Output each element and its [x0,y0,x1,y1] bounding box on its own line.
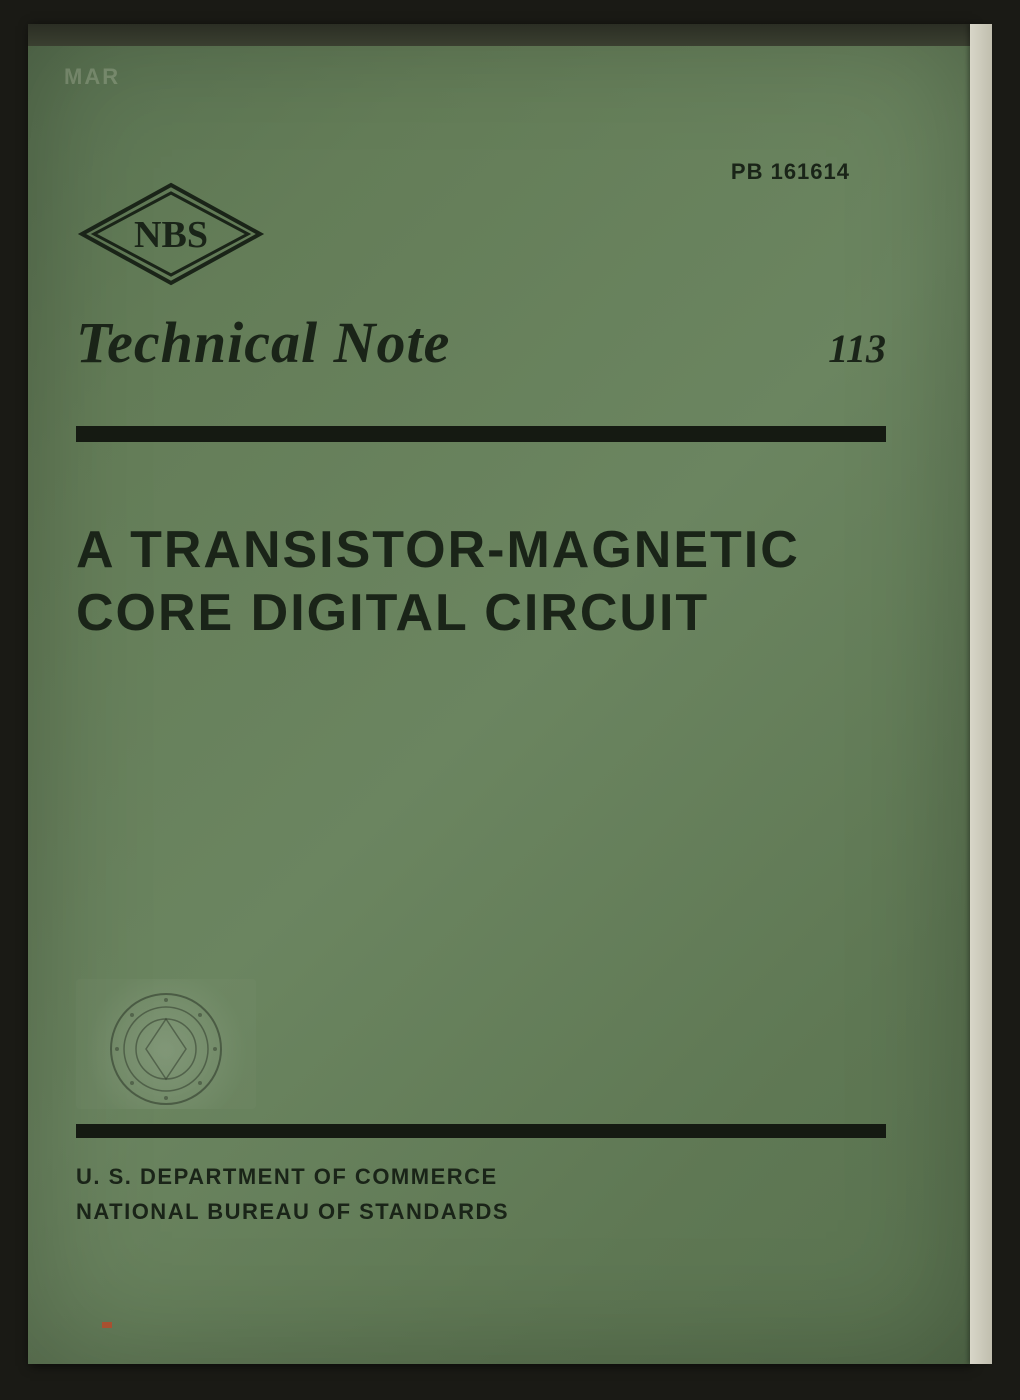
series-number: 113 [828,325,886,372]
horizontal-rule-top [76,426,886,442]
department-name: U. S. DEPARTMENT OF COMMERCE [76,1164,498,1190]
horizontal-rule-bottom [76,1124,886,1138]
department-seal [76,979,256,1129]
scan-top-edge [28,24,970,46]
nbs-logo: NBS [76,179,266,294]
faded-date-stamp: MAR [64,64,120,90]
document-title: A TRANSISTOR-MAGNETIC CORE DIGITAL CIRCU… [76,519,886,646]
title-line-1: A TRANSISTOR-MAGNETIC [76,519,886,582]
commerce-seal-icon [101,984,231,1114]
series-row: Technical Note 113 [76,309,886,376]
title-line-2: CORE DIGITAL CIRCUIT [76,582,886,645]
series-title: Technical Note [76,309,450,376]
scan-artifact-dot [102,1322,112,1328]
page-edge [970,24,992,1364]
bureau-name: NATIONAL BUREAU OF STANDARDS [76,1199,509,1225]
nbs-diamond-icon: NBS [76,179,266,289]
svg-text:NBS: NBS [134,214,208,256]
publication-number: PB 161614 [731,159,850,185]
document-cover: MAR PB 161614 NBS Technical Note 113 A T… [28,24,970,1364]
